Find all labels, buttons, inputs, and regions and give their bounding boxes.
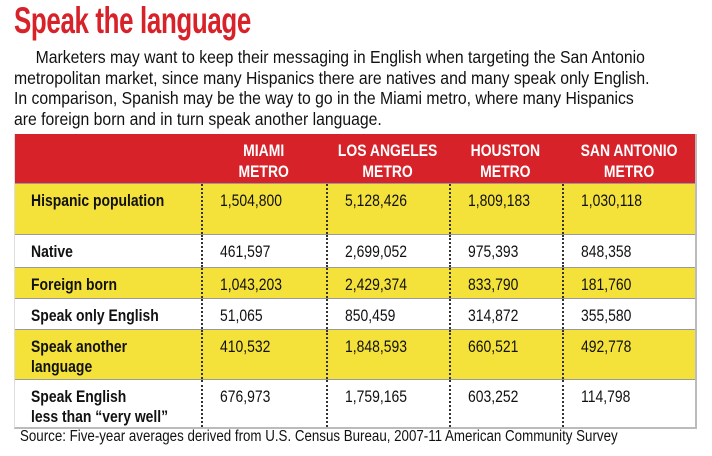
table-row: Foreign born 1,043,203 2,429,374 833,790 181…: [15, 267, 695, 298]
value-text: 1,030,118: [581, 191, 642, 210]
column-header-san-antonio: SAN ANTONIO METRO: [562, 134, 696, 183]
row-label-text: Foreign born: [31, 275, 117, 295]
value-cell: 1,848,593: [326, 330, 449, 379]
row-label-text: Speak English less than “very well”: [31, 387, 168, 427]
column-header-line: METRO: [362, 162, 413, 181]
page-title: Speak the language: [14, 0, 251, 41]
row-label-text: Native: [31, 242, 73, 262]
source-note: Source: Five-year averages derived from …: [20, 428, 618, 445]
column-header-los-angeles: LOS ANGELES METRO: [326, 134, 449, 183]
value-cell: 2,699,052: [326, 235, 449, 267]
value-text: 850,459: [345, 306, 396, 325]
row-label-line: less than “very well”: [31, 407, 169, 426]
value-text: 848,358: [581, 242, 632, 261]
table-row: Speak English less than “very well” 676,97…: [15, 379, 695, 427]
value-cell: 1,043,203: [201, 268, 326, 298]
value-text: 5,128,426: [345, 191, 408, 210]
value-cell: 1,030,118: [562, 184, 696, 234]
intro-line: are foreign born and in turn speak anoth…: [14, 108, 382, 129]
value-cell: 355,580: [562, 299, 696, 329]
column-header-line: METRO: [238, 162, 289, 181]
value-text: 833,790: [468, 275, 519, 294]
value-text: 603,252: [468, 387, 519, 406]
value-cell: 975,393: [449, 235, 562, 267]
header-corner: [15, 134, 201, 183]
row-label-line: language: [31, 357, 93, 376]
value-cell: 676,973: [201, 380, 326, 427]
column-header-line: SAN ANTONIO: [580, 141, 678, 160]
row-label-text: Speak another language: [31, 337, 127, 377]
table-row: Speak only English 51,065 850,459 314,872 35…: [15, 298, 695, 329]
value-text: 1,043,203: [220, 275, 283, 294]
value-cell: 181,760: [562, 268, 696, 298]
value-text: 1,759,165: [345, 387, 408, 406]
value-text: 1,504,800: [220, 191, 283, 210]
value-text: 2,699,052: [345, 242, 408, 261]
value-cell: 1,809,183: [449, 184, 562, 234]
value-text: 51,065: [220, 306, 263, 325]
row-label-line: Speak another: [31, 337, 128, 356]
row-label: Speak another language: [15, 330, 201, 379]
intro-line: In comparison, Spanish may be the way to…: [14, 88, 634, 108]
value-text: 676,973: [220, 387, 271, 406]
intro-line: metropolitan market, since many Hispanic…: [14, 67, 650, 88]
row-label-text: Speak only English: [31, 306, 159, 326]
value-cell: 51,065: [201, 299, 326, 329]
column-header-line: MIAMI: [242, 141, 285, 160]
value-cell: 660,521: [449, 330, 562, 379]
value-cell: 1,504,800: [201, 184, 326, 234]
row-label-line: Hispanic population: [31, 191, 165, 210]
value-text: 1,809,183: [468, 191, 531, 210]
row-label-line: Speak English: [31, 387, 127, 406]
value-cell: 1,759,165: [326, 380, 449, 427]
row-label: Foreign born: [15, 268, 201, 298]
table-row: Hispanic population 1,504,800 5,128,426 1,8…: [15, 183, 695, 234]
column-header-miami: MIAMI METRO: [201, 134, 326, 183]
value-text: 461,597: [220, 242, 271, 261]
value-text: 355,580: [581, 306, 632, 325]
value-text: 1,848,593: [345, 337, 408, 356]
row-label-line: Foreign born: [31, 275, 117, 294]
value-text: 975,393: [468, 242, 519, 261]
row-label-line: Native: [31, 242, 73, 261]
value-cell: 848,358: [562, 235, 696, 267]
row-label: Speak only English: [15, 299, 201, 329]
row-label-text: Hispanic population: [31, 191, 164, 211]
table-row: Native 461,597 2,699,052 975,393 848,358: [15, 234, 695, 267]
value-text: 660,521: [468, 337, 519, 356]
column-header-houston: HOUSTON METRO: [449, 134, 562, 183]
value-cell: 410,532: [201, 330, 326, 379]
column-header-line: LOS ANGELES: [337, 141, 438, 160]
value-text: 410,532: [220, 337, 271, 356]
row-label: Speak English less than “very well”: [15, 380, 201, 427]
column-header-line: METRO: [480, 162, 531, 181]
value-cell: 850,459: [326, 299, 449, 329]
column-header-line: METRO: [603, 162, 655, 181]
value-text: 314,872: [468, 306, 519, 325]
value-text: 181,760: [581, 275, 632, 294]
intro-paragraph: Marketers may want to keep their messagi…: [14, 47, 712, 129]
value-cell: 114,798: [562, 380, 696, 427]
row-label-line: Speak only English: [31, 306, 159, 325]
value-cell: 314,872: [449, 299, 562, 329]
value-cell: 492,778: [562, 330, 696, 379]
data-table: MIAMI METRO LOS ANGELES METRO HOUSTON METRO…: [14, 134, 697, 429]
value-cell: 2,429,374: [326, 268, 449, 298]
row-label: Hispanic population: [15, 184, 201, 234]
value-text: 114,798: [581, 387, 631, 406]
table-header-row: MIAMI METRO LOS ANGELES METRO HOUSTON METRO…: [15, 134, 695, 183]
value-cell: 461,597: [201, 235, 326, 267]
value-cell: 5,128,426: [326, 184, 449, 234]
value-cell: 603,252: [449, 380, 562, 427]
table-row: Speak another language 410,532 1,848,593 660…: [15, 329, 695, 379]
intro-line: Marketers may want to keep their messagi…: [35, 47, 645, 67]
value-text: 2,429,374: [345, 275, 408, 294]
value-cell: 833,790: [449, 268, 562, 298]
row-label: Native: [15, 235, 201, 267]
column-header-line: HOUSTON: [470, 141, 541, 160]
value-text: 492,778: [581, 337, 632, 356]
